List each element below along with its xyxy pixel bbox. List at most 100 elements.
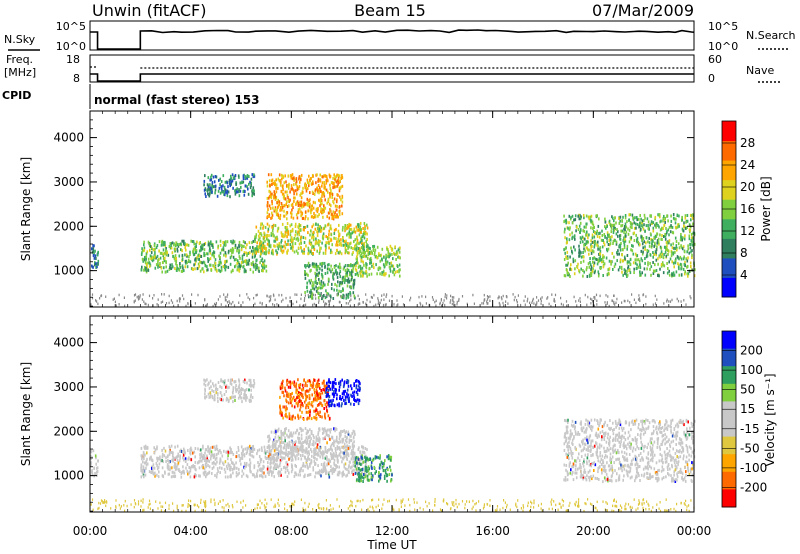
echo-cell [318,469,321,473]
echo-cell [176,266,178,270]
echo-cell [226,240,229,244]
echo-cell [251,384,254,388]
echo-cell [220,268,223,272]
echo-cell [290,450,293,454]
echo-cell [599,249,602,253]
echo-cell [269,462,271,466]
echo-cell [362,248,365,252]
echo-cell [149,254,152,258]
echo-cell [187,258,190,262]
echo-cell [661,261,664,265]
echo-cell [356,235,358,239]
echo-cell [219,251,222,255]
echo-cell [336,243,339,247]
echo-cell [295,180,298,184]
echo-cell [329,445,332,449]
echo-cell [234,395,236,399]
echo-cell [247,192,250,196]
echo-cell [343,265,346,269]
echo-cell [633,271,635,274]
echo-cell [331,214,334,218]
echo-cell [204,379,207,383]
echo-cell [204,174,206,178]
echo-cell [250,381,252,385]
echo-cell [290,211,292,215]
echo-cell [285,443,288,447]
echo-cell [176,467,178,471]
echo-cell [169,266,171,269]
echo-cell [210,173,213,177]
echo-cell [142,259,144,263]
echo-cell [318,286,320,290]
echo-cell [266,450,268,453]
echo-cell [335,452,337,455]
echo-cell [332,217,335,221]
echo-cell [346,284,349,288]
echo-cell [354,261,357,265]
echo-cell [582,229,584,233]
echo-cell [676,246,678,250]
echo-cell [341,200,344,204]
echo-cell [292,206,294,210]
echo-cell [342,278,345,282]
echo-cell [209,246,211,250]
echo-cell [295,192,298,196]
echo-cell [206,378,208,382]
echo-cell [276,251,279,255]
echo-cell [208,258,210,262]
echo-cell [174,266,176,270]
echo-cell [146,451,148,455]
echo-cell [165,456,167,460]
echo-cell [243,193,246,197]
echo-cell [144,444,147,448]
echo-cell [322,431,324,435]
echo-cell [92,449,95,453]
ground-scatter-cell [547,296,549,299]
echo-cell [588,273,591,277]
echo-cell [314,280,316,284]
echo-cell [283,197,285,201]
echo-cell [268,179,271,183]
ground-scatter-cell [533,302,535,305]
ground-scatter-cell [498,301,500,305]
echo-cell [340,241,342,245]
echo-cell [341,194,344,198]
echo-cell [250,447,252,450]
echo-cell [337,229,340,233]
echo-cell [312,200,315,204]
echo-cell [348,224,350,228]
echo-cell [240,243,242,247]
echo-cell [624,239,627,243]
ground-scatter-cell [133,294,136,297]
echo-cell [618,221,621,225]
echo-cell [670,225,672,229]
echo-cell [231,251,233,254]
echo-cell [335,208,338,212]
echo-cell [230,239,232,243]
echo-cell [304,276,307,280]
echo-cell [606,231,609,235]
echo-cell [304,427,307,430]
echo-cell [242,472,245,476]
echo-cell [189,260,192,264]
ground-scatter-cell [168,294,170,298]
echo-cell [687,244,689,248]
echo-cell [330,287,333,291]
echo-cell [686,259,689,263]
echo-cell [336,447,339,451]
ground-scatter-cell [499,304,501,308]
echo-cell [640,249,643,253]
echo-cell [190,448,193,452]
echo-cell [311,262,314,266]
echo-cell [690,250,692,254]
echo-cell [273,209,276,213]
echo-cell [566,263,569,267]
echo-cell [255,233,258,237]
echo-cell [311,454,313,458]
noise-left-label: N.Sky [4,33,36,46]
echo-cell [215,383,217,387]
echo-cell [312,230,315,234]
echo-cell [686,214,689,217]
echo-cell [222,462,225,466]
echo-cell [335,180,338,184]
